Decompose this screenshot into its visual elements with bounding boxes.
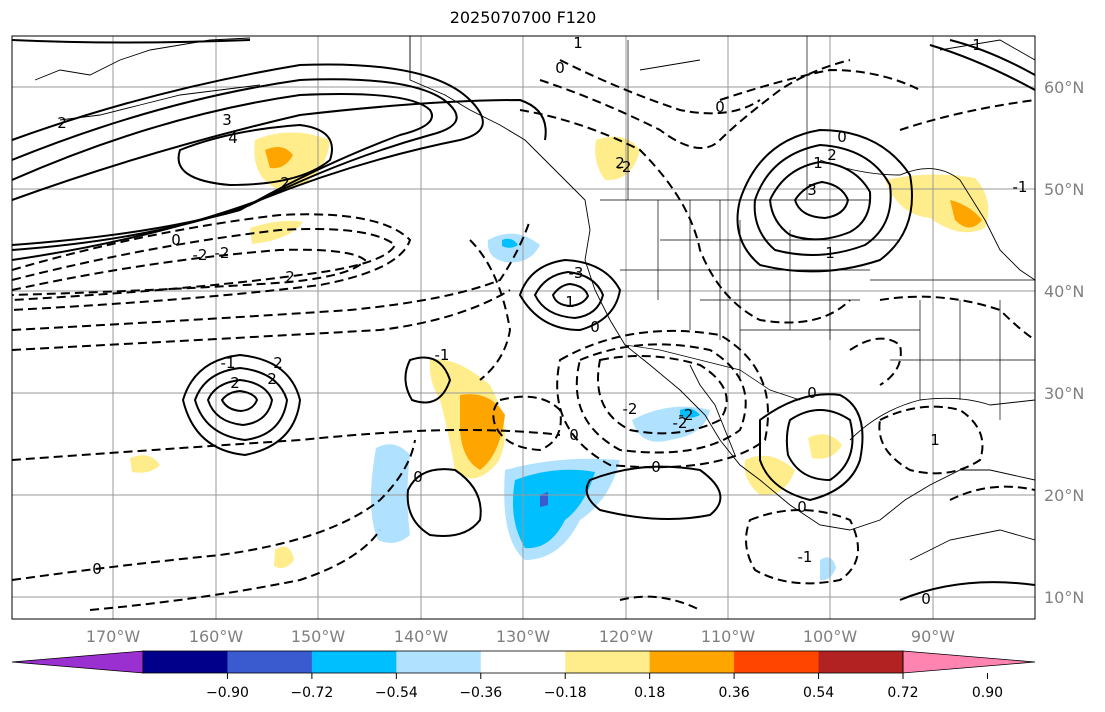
colorbar-cell <box>396 651 482 673</box>
contour-label: 0 <box>921 590 931 608</box>
colorbar-extend-left <box>11 650 144 674</box>
lat-label: 60°N <box>1044 78 1084 97</box>
longitude-labels: 170°W 160°W 150°W 140°W 130°W 120°W 110°… <box>86 627 955 646</box>
contour-label: 0 <box>555 59 565 77</box>
shaded-anomalies <box>130 132 989 581</box>
colorbar-cell <box>143 651 228 673</box>
contour-label: -1 <box>798 548 813 566</box>
contour-label: 2 <box>615 154 625 172</box>
contour-label: 1 <box>573 34 583 52</box>
contour-label: 0 <box>569 426 579 444</box>
contour-label: -1 <box>1013 178 1028 196</box>
contour-label: -2 <box>679 406 694 424</box>
colorbar-cell <box>818 651 904 673</box>
contour-label: 2 <box>280 174 290 192</box>
lon-label: 140°W <box>394 627 449 646</box>
colorbar-cell <box>480 651 566 673</box>
lon-label: 150°W <box>291 627 346 646</box>
contour-label: 0 <box>715 98 725 116</box>
colorbar-extend-right <box>902 650 1036 674</box>
lon-label: 170°W <box>86 627 141 646</box>
contour-label: 4 <box>228 129 238 147</box>
contour-label: 0 <box>413 468 423 486</box>
colorbar-tick-label: 0.90 <box>972 685 1003 701</box>
colorbar-tick-label: 0.72 <box>887 685 918 701</box>
colorbar-tick-label: 0.54 <box>803 685 834 701</box>
contour-label: -3 <box>569 264 584 282</box>
contour-label: 1 <box>565 293 575 311</box>
map-frame <box>11 35 1036 620</box>
contour-label: -2 <box>215 244 230 262</box>
latitude-labels: 60°N 50°N 40°N 30°N 20°N 10°N <box>1044 78 1084 607</box>
colorbar-tick-label: 0.18 <box>634 685 665 701</box>
colorbar-tick-label: −0.54 <box>375 685 418 701</box>
colorbar-tick-label: −0.36 <box>459 685 502 701</box>
contour-label: 1 <box>813 154 823 172</box>
political-borders <box>600 36 1035 420</box>
contour-label: 0 <box>171 231 181 249</box>
lat-label: 30°N <box>1044 384 1084 403</box>
contour-label: 2 <box>230 374 240 392</box>
colorbar-cell <box>734 651 820 673</box>
contour-label: 1 <box>930 431 940 449</box>
lat-label: 50°N <box>1044 180 1084 199</box>
contour-label: 2 <box>273 354 283 372</box>
map-area <box>12 36 1035 619</box>
contour-label: -2 <box>617 158 632 176</box>
contour-label: 2 <box>57 114 67 132</box>
lat-label: 10°N <box>1044 588 1084 607</box>
colorbar-cell <box>565 651 651 673</box>
contour-label: 1 <box>972 36 982 54</box>
lon-label: 120°W <box>599 627 654 646</box>
lon-label: 110°W <box>701 627 756 646</box>
lon-label: 160°W <box>189 627 244 646</box>
colorbar-cell <box>311 651 397 673</box>
contour-labels: 1 0 2 4 3 2 0 -2 3 1 1 2 0 0 -2 -2 2 -3 … <box>57 34 1027 608</box>
lon-label: 130°W <box>496 627 551 646</box>
positive-contours <box>12 39 1035 601</box>
contour-label: -1 <box>221 354 236 372</box>
graticule <box>12 36 1035 619</box>
contour-label: 0 <box>807 384 817 402</box>
contour-label: 2 <box>285 268 295 286</box>
lon-label: 100°W <box>803 627 858 646</box>
contour-label: -2 <box>623 400 638 418</box>
contour-label: 0 <box>651 458 661 476</box>
negative-contours <box>12 59 1035 611</box>
contour-label: 2 <box>827 146 837 164</box>
lat-label: 40°N <box>1044 282 1084 301</box>
contour-label: 0 <box>837 128 847 146</box>
colorbar-tick-label: −0.18 <box>544 685 587 701</box>
colorbar-cell <box>227 651 313 673</box>
coastlines <box>34 36 1035 561</box>
contour-label: -1 <box>435 346 450 364</box>
contour-label: 0 <box>590 318 600 336</box>
colorbar-tick-label: −0.90 <box>206 685 249 701</box>
contour-label: 2 <box>267 370 277 388</box>
colorbar-tick-label: −0.72 <box>290 685 333 701</box>
contour-label: 1 <box>825 244 835 262</box>
colorbar-tick-label: 0.36 <box>719 685 750 701</box>
colorbar: −0.90 −0.72 −0.54 −0.36 −0.18 0.18 0.36 0.54 0.7… <box>11 650 1036 701</box>
map-title: 2025070700 F120 <box>449 8 597 27</box>
contour-label: 0 <box>797 498 807 516</box>
contour-label: 3 <box>222 111 232 129</box>
colorbar-cell <box>649 651 735 673</box>
contour-label: 3 <box>807 181 817 199</box>
contour-label: 0 <box>92 560 102 578</box>
lat-label: 20°N <box>1044 486 1084 505</box>
contour-label: -2 <box>193 246 208 264</box>
lon-label: 90°W <box>911 627 955 646</box>
contour-label: -2 <box>673 414 688 432</box>
